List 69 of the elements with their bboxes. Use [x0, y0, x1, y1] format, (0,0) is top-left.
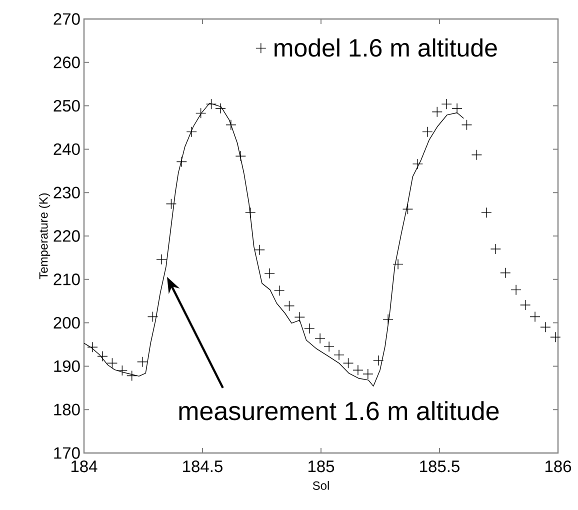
y-tick-label: 260	[54, 56, 80, 68]
point	[126, 370, 138, 382]
point	[422, 126, 433, 138]
point	[382, 314, 394, 325]
point	[373, 355, 384, 366]
point	[461, 120, 472, 130]
point	[334, 350, 344, 360]
x-tick-label: 184	[71, 460, 98, 472]
point	[540, 322, 551, 332]
point	[362, 368, 374, 380]
point	[441, 98, 452, 110]
y-tick-label: 270	[54, 13, 80, 25]
point	[304, 323, 315, 334]
point	[412, 158, 424, 170]
y-tick-label: 180	[54, 404, 80, 416]
x-tick-label: 185.5	[420, 460, 460, 472]
y-tick-label: 220	[54, 230, 80, 242]
point	[294, 312, 306, 323]
point	[97, 350, 108, 362]
point	[254, 244, 265, 256]
line-series	[84, 102, 464, 387]
point	[226, 120, 236, 130]
text: model 1.6 m altitude	[274, 38, 497, 57]
point	[352, 364, 364, 376]
point	[206, 98, 217, 110]
point	[235, 150, 246, 162]
point	[264, 268, 275, 279]
point	[481, 207, 492, 218]
point	[530, 311, 540, 322]
y-tick-label: 170	[54, 447, 80, 459]
point	[550, 332, 561, 342]
point	[392, 258, 404, 270]
x-tick-label: 185	[308, 460, 334, 472]
point	[116, 365, 128, 376]
point	[186, 126, 197, 138]
point	[215, 103, 226, 114]
point	[520, 300, 531, 310]
point	[342, 358, 354, 369]
y-tick-label: 210	[54, 274, 80, 286]
x-axis-title: Sol	[312, 481, 329, 490]
y-tick-label: 230	[54, 186, 80, 198]
point	[176, 156, 187, 168]
point	[490, 244, 502, 254]
point	[106, 358, 118, 369]
point	[324, 341, 334, 352]
point	[452, 103, 462, 114]
point	[314, 333, 326, 344]
point	[500, 268, 511, 278]
y-tick-label: 240	[54, 143, 80, 156]
x-tick-label: 186	[545, 460, 572, 472]
point	[284, 300, 295, 312]
point	[510, 284, 522, 296]
point	[136, 356, 148, 368]
point	[166, 198, 177, 210]
point	[245, 207, 256, 218]
point	[432, 106, 442, 118]
series-label: measurement 1.6 m altitude	[179, 401, 499, 420]
point	[195, 108, 206, 119]
point	[274, 285, 285, 296]
y-axis-title: Temperature (K)	[38, 193, 50, 280]
point	[156, 254, 167, 265]
point	[402, 204, 414, 214]
point	[147, 311, 158, 322]
y-tick-label: 190	[54, 360, 80, 372]
y-tick-label: 250	[54, 100, 80, 112]
x-tick-label: 184.5	[183, 460, 222, 472]
point	[87, 342, 98, 352]
point	[471, 149, 482, 160]
y-tick-label: 200	[54, 316, 80, 329]
